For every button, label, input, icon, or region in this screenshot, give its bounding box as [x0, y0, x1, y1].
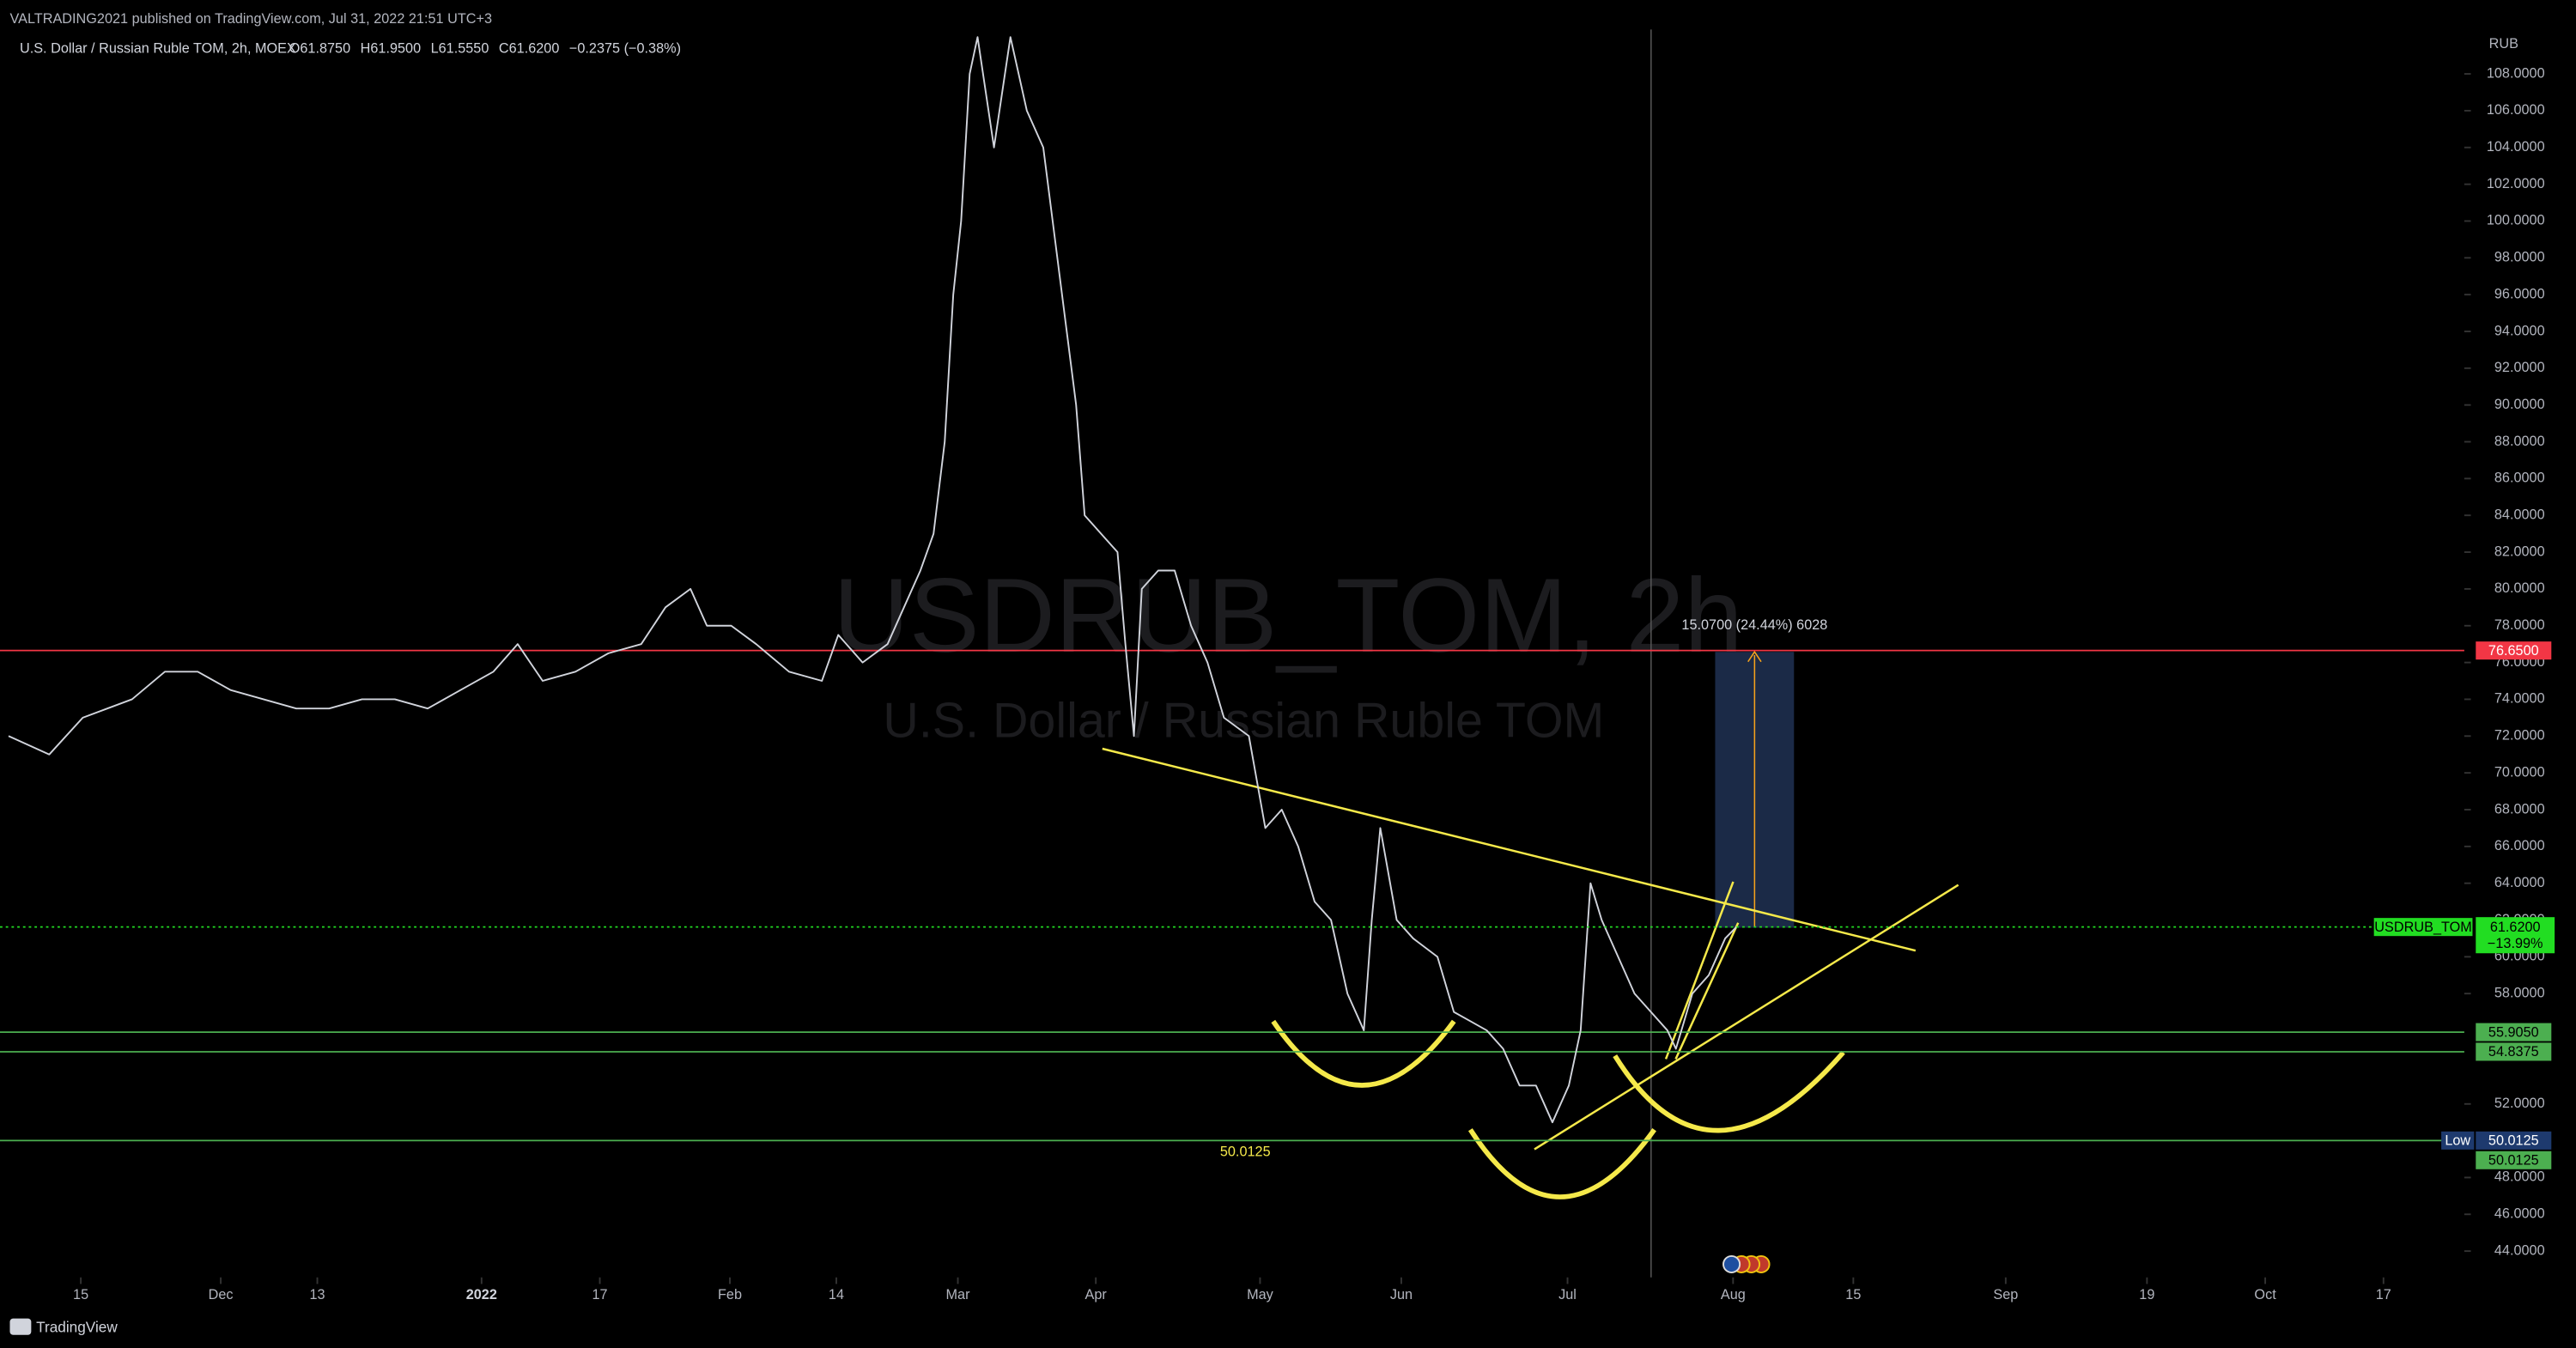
- measure-label: 15.0700 (24.44%) 6028: [1681, 617, 1827, 633]
- y-tick-label: 104.0000: [2487, 139, 2545, 155]
- symbol-title: U.S. Dollar / Russian Ruble TOM, 2h, MOE…: [20, 41, 296, 57]
- x-tick-label: 19: [2139, 1287, 2154, 1302]
- x-tick-label: 15: [1845, 1287, 1861, 1302]
- currency-label: RUB: [2489, 36, 2518, 52]
- ohlc-value: C61.6200: [499, 41, 560, 57]
- y-tick-label: 52.0000: [2494, 1096, 2545, 1111]
- channel-line: [1664, 881, 1735, 1060]
- y-tick-label: 94.0000: [2494, 323, 2545, 338]
- symbol-label: USDRUB_TOM: [2374, 920, 2471, 935]
- y-tick-label: 74.0000: [2494, 691, 2545, 707]
- level-label-box: [2476, 1151, 2552, 1169]
- x-tick-label: 17: [2376, 1287, 2391, 1302]
- measure-arrowhead: [1747, 650, 1762, 663]
- watermark-description: U.S. Dollar / Russian Ruble TOM: [883, 693, 1604, 748]
- x-tick-label: Oct: [2254, 1287, 2276, 1302]
- level-label: 54.8375: [2488, 1044, 2539, 1060]
- y-tick-label: 68.0000: [2494, 801, 2545, 817]
- event-flag: [1722, 1254, 1741, 1273]
- low-label-box: [2476, 1131, 2552, 1150]
- y-tick-label: 90.0000: [2494, 397, 2545, 412]
- y-tick-label: 108.0000: [2487, 65, 2545, 81]
- support-trendline: [1534, 883, 1959, 1151]
- level-label: 55.9050: [2488, 1024, 2539, 1040]
- x-tick-label: Dec: [209, 1287, 234, 1302]
- channel-line: [1674, 922, 1740, 1060]
- head-arc: [1467, 1127, 1656, 1199]
- y-tick-label: 102.0000: [2487, 176, 2545, 191]
- x-tick-label: 2022: [466, 1287, 497, 1302]
- low-mark: [2441, 1131, 2475, 1150]
- y-tick-label: 92.0000: [2494, 360, 2545, 375]
- level-label: 76.6500: [2488, 643, 2539, 659]
- ohlc-value: O61.8750: [289, 41, 350, 57]
- x-tick-label: 13: [310, 1287, 325, 1302]
- y-tick-label: 44.0000: [2494, 1242, 2545, 1258]
- level-note: 50.0125: [1220, 1145, 1271, 1160]
- y-tick-label: 106.0000: [2487, 102, 2545, 118]
- x-tick-label: 15: [73, 1287, 88, 1302]
- x-tick-label: 14: [829, 1287, 844, 1302]
- left-shoulder-arc: [1271, 1019, 1456, 1088]
- event-flags: [1722, 1254, 1771, 1273]
- watermark-symbol: USDRUB_TOM, 2h: [833, 556, 1742, 674]
- y-tick-label: 72.0000: [2494, 728, 2545, 744]
- y-tick-label: 78.0000: [2494, 617, 2545, 633]
- level-label-box: [2476, 1042, 2552, 1061]
- y-tick-label: 84.0000: [2494, 507, 2545, 523]
- ohlc-value: L61.5550: [431, 41, 489, 57]
- y-tick-label: 86.0000: [2494, 471, 2545, 486]
- level-label: 50.0125: [2488, 1153, 2539, 1169]
- x-tick-label: Jun: [1390, 1287, 1413, 1302]
- y-tick-label: 100.0000: [2487, 213, 2545, 228]
- x-tick-label: May: [1247, 1287, 1274, 1302]
- y-tick-label: 96.0000: [2494, 286, 2545, 301]
- x-tick-label: Mar: [946, 1287, 971, 1302]
- level-label-box: [2476, 1023, 2552, 1041]
- low-label: 50.0125: [2488, 1133, 2539, 1149]
- price-line: [8, 36, 1737, 1124]
- y-tick-label: 70.0000: [2494, 764, 2545, 780]
- y-tick-label: 58.0000: [2494, 986, 2545, 1001]
- last-price-label: 61.6200: [2490, 920, 2541, 935]
- last-price-change: −13.99%: [2488, 936, 2543, 951]
- last-price-box: [2476, 917, 2555, 954]
- right-shoulder-arc: [1613, 1050, 1845, 1133]
- x-tick-label: Apr: [1085, 1287, 1108, 1302]
- resistance-trendline: [1102, 747, 1917, 952]
- drawings: [1102, 747, 1959, 1199]
- y-tick-label: 82.0000: [2494, 543, 2545, 559]
- ohlc-value: H61.9500: [361, 41, 422, 57]
- x-tick-label: Jul: [1558, 1287, 1577, 1302]
- symbol-label-box: [2373, 918, 2473, 937]
- footer-brand: TradingView: [36, 1319, 118, 1336]
- level-label-box: [2476, 641, 2552, 660]
- y-tick-label: 66.0000: [2494, 838, 2545, 853]
- y-tick-label: 48.0000: [2494, 1169, 2545, 1185]
- x-tick-label: Feb: [718, 1287, 742, 1302]
- low-name: Low: [2445, 1133, 2470, 1149]
- y-tick-label: 98.0000: [2494, 250, 2545, 265]
- y-tick-label: 64.0000: [2494, 875, 2545, 890]
- x-tick-label: Aug: [1721, 1287, 1746, 1302]
- y-tick-label: 46.0000: [2494, 1206, 2545, 1222]
- publisher: VALTRADING2021 published on TradingView.…: [9, 11, 492, 27]
- x-tick-label: 17: [592, 1287, 607, 1302]
- y-tick-label: 80.0000: [2494, 580, 2545, 596]
- logo: [9, 1318, 32, 1335]
- x-tick-label: Sep: [1993, 1287, 2018, 1302]
- ohlc-value: −0.2375 (−0.38%): [569, 41, 681, 57]
- y-tick-label: 88.0000: [2494, 434, 2545, 449]
